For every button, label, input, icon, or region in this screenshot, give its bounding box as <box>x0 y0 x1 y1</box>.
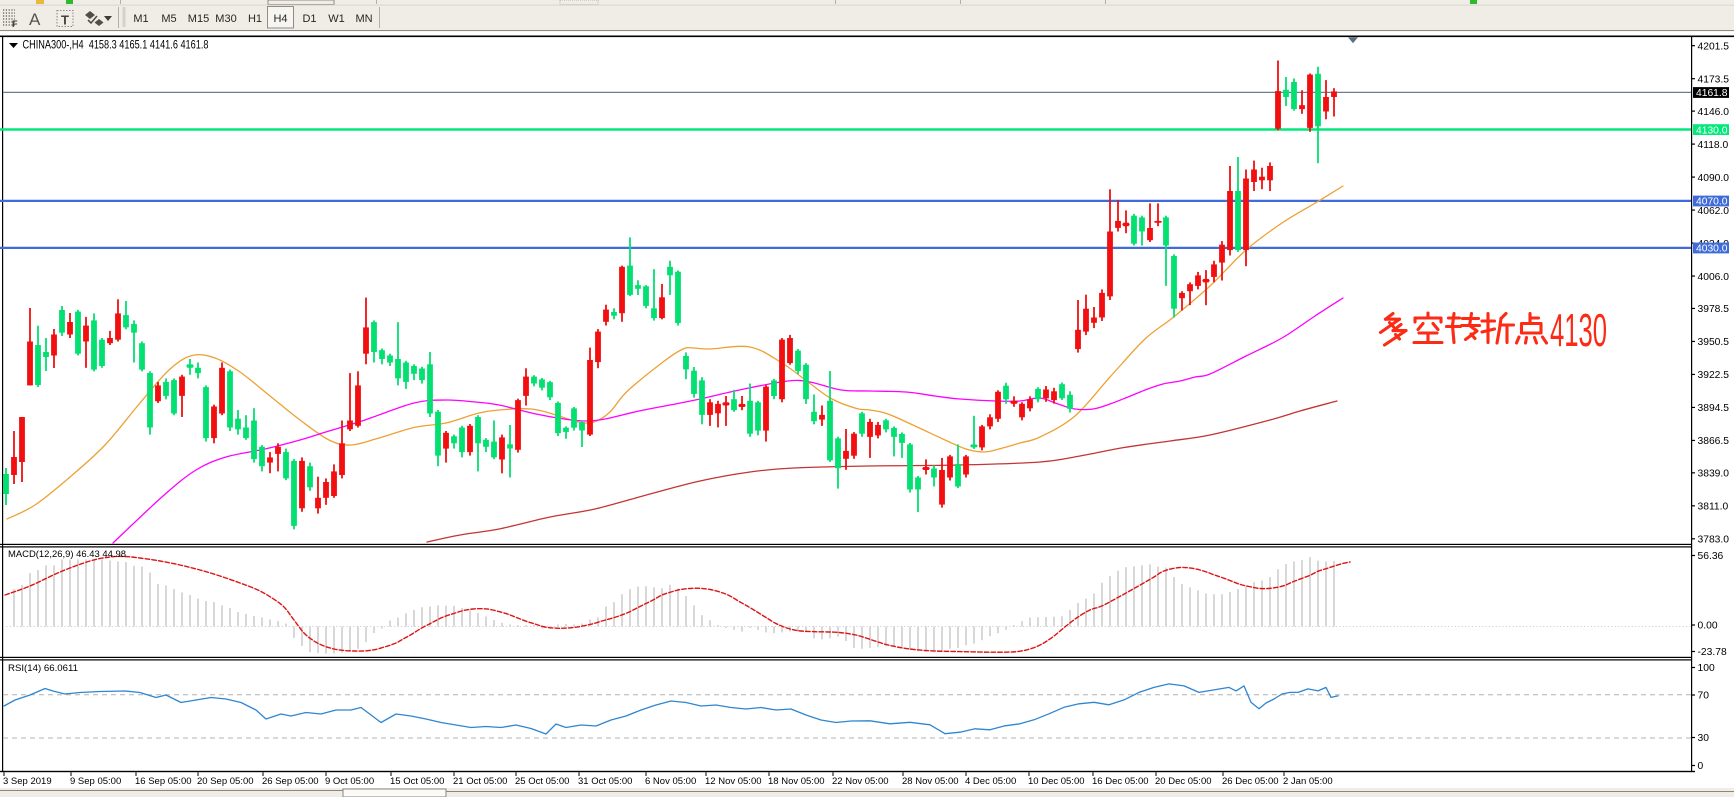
svg-text:M30: M30 <box>215 13 236 25</box>
svg-text:D1: D1 <box>302 13 316 25</box>
svg-text:F: F <box>12 19 18 29</box>
svg-text:3 Sep 2019: 3 Sep 2019 <box>3 776 52 787</box>
svg-text:20 Dec 05:00: 20 Dec 05:00 <box>1155 776 1212 787</box>
svg-text:18 Nov 05:00: 18 Nov 05:00 <box>768 776 825 787</box>
svg-text:0.00: 0.00 <box>1698 621 1718 632</box>
svg-text:4118.0: 4118.0 <box>1698 140 1729 151</box>
svg-text:4062.0: 4062.0 <box>1698 206 1730 217</box>
svg-text:4090.0: 4090.0 <box>1698 173 1730 184</box>
svg-text:21 Oct 05:00: 21 Oct 05:00 <box>453 776 507 787</box>
svg-text:CHINA300-,H4 4158.3 4165.1 41: CHINA300-,H4 4158.3 4165.1 4141.6 4161.8 <box>23 40 209 52</box>
svg-text:28 Nov 05:00: 28 Nov 05:00 <box>902 776 959 787</box>
svg-text:-23.78: -23.78 <box>1698 647 1727 658</box>
svg-text:4130: 4130 <box>1550 304 1607 356</box>
svg-text:M15: M15 <box>188 13 209 25</box>
svg-text:RSI(14) 66.0611: RSI(14) 66.0611 <box>8 663 78 674</box>
svg-text:MN: MN <box>355 13 372 25</box>
svg-text:H4: H4 <box>273 13 287 25</box>
svg-text:M1: M1 <box>133 13 148 25</box>
svg-text:4030.0: 4030.0 <box>1696 244 1728 255</box>
svg-text:16 Dec 05:00: 16 Dec 05:00 <box>1092 776 1149 787</box>
svg-text:6 Nov 05:00: 6 Nov 05:00 <box>645 776 696 787</box>
svg-text:4201.5: 4201.5 <box>1698 41 1730 52</box>
svg-text:3783.0: 3783.0 <box>1698 535 1730 546</box>
svg-text:30: 30 <box>1698 733 1710 744</box>
svg-text:4070.0: 4070.0 <box>1696 197 1728 208</box>
svg-text:4130.0: 4130.0 <box>1696 125 1728 136</box>
svg-text:3922.5: 3922.5 <box>1698 370 1730 381</box>
svg-text:0: 0 <box>1698 761 1704 772</box>
svg-text:22 Nov 05:00: 22 Nov 05:00 <box>832 776 889 787</box>
svg-text:3811.0: 3811.0 <box>1698 502 1729 513</box>
svg-text:12 Nov 05:00: 12 Nov 05:00 <box>705 776 762 787</box>
svg-text:MACD(12,26,9) 46.43 44.98: MACD(12,26,9) 46.43 44.98 <box>8 549 126 560</box>
svg-text:4006.0: 4006.0 <box>1698 272 1730 283</box>
svg-text:4146.0: 4146.0 <box>1698 107 1730 118</box>
svg-text:70: 70 <box>1698 691 1710 702</box>
svg-text:W1: W1 <box>328 13 345 25</box>
svg-text:H1: H1 <box>248 13 262 25</box>
svg-text:26 Sep 05:00: 26 Sep 05:00 <box>262 776 319 787</box>
svg-text:4 Dec 05:00: 4 Dec 05:00 <box>965 776 1016 787</box>
svg-text:3894.5: 3894.5 <box>1698 403 1730 414</box>
svg-text:25 Oct 05:00: 25 Oct 05:00 <box>515 776 569 787</box>
svg-text:56.36: 56.36 <box>1698 551 1724 562</box>
svg-text:31 Oct 05:00: 31 Oct 05:00 <box>578 776 632 787</box>
svg-text:16 Sep 05:00: 16 Sep 05:00 <box>135 776 192 787</box>
svg-text:9 Oct 05:00: 9 Oct 05:00 <box>325 776 374 787</box>
svg-text:M5: M5 <box>161 13 176 25</box>
svg-text:A: A <box>29 10 41 29</box>
svg-text:9 Sep 05:00: 9 Sep 05:00 <box>70 776 121 787</box>
svg-text:4161.8: 4161.8 <box>1696 88 1728 99</box>
svg-text:2 Jan 05:00: 2 Jan 05:00 <box>1283 776 1333 787</box>
svg-text:20 Sep 05:00: 20 Sep 05:00 <box>197 776 254 787</box>
svg-text:4173.5: 4173.5 <box>1698 74 1730 85</box>
svg-text:3950.5: 3950.5 <box>1698 337 1730 348</box>
svg-text:T: T <box>61 13 69 28</box>
svg-text:100: 100 <box>1698 663 1715 674</box>
svg-text:26 Dec 05:00: 26 Dec 05:00 <box>1222 776 1279 787</box>
svg-text:3839.0: 3839.0 <box>1698 469 1730 480</box>
svg-text:3866.5: 3866.5 <box>1698 436 1730 447</box>
svg-text:10 Dec 05:00: 10 Dec 05:00 <box>1028 776 1085 787</box>
svg-text:3978.5: 3978.5 <box>1698 304 1730 315</box>
svg-text:15 Oct 05:00: 15 Oct 05:00 <box>390 776 444 787</box>
